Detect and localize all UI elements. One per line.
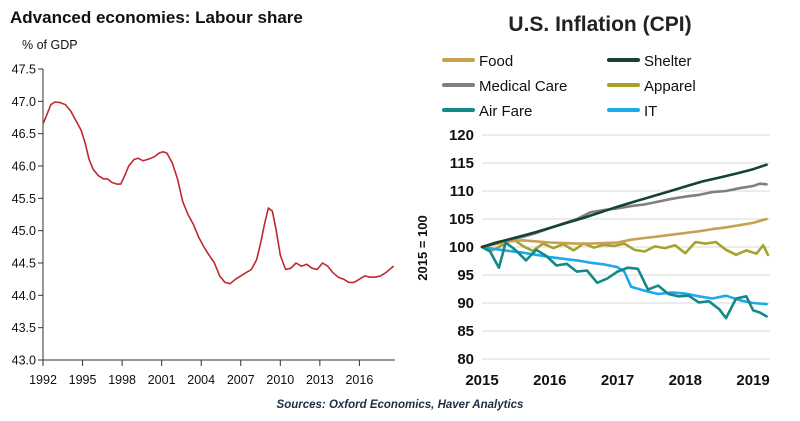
left-y-tick-label: 43.0: [12, 354, 36, 368]
right-x-tick-label: 2015: [465, 372, 498, 389]
right-series-line-medical-care: [480, 182, 768, 249]
right-chart-title: U.S. Inflation (CPI): [508, 13, 691, 36]
left-x-tick-label: 1995: [69, 373, 97, 387]
left-x-tick-label: 2013: [306, 373, 334, 387]
right-series-line-shelter: [480, 163, 768, 249]
right-series-line-air-fare: [480, 241, 768, 320]
right-x-tick-label: 2016: [533, 372, 566, 389]
left-y-tick-label: 47.5: [12, 63, 36, 77]
right-chart: U.S. Inflation (CPI) Food Shelter Medical …: [415, 13, 770, 389]
right-y-tick-label: 110: [450, 183, 474, 200]
legend-label: Air Fare: [479, 103, 532, 120]
left-chart-ylabel: % of GDP: [22, 38, 78, 52]
legend-label: Shelter: [644, 53, 692, 70]
left-y-tick-label: 46.5: [12, 127, 36, 141]
right-series-line-apparel: [480, 237, 770, 257]
right-x-tick-label: 2017: [601, 372, 634, 389]
source-note: Sources: Oxford Economics, Haver Analyti…: [276, 399, 524, 411]
legend-label: Apparel: [644, 78, 696, 95]
left-series: [42, 101, 395, 285]
right-y-tick-label: 100: [449, 239, 474, 256]
left-x-tick-label: 2007: [227, 373, 255, 387]
right-chart-ylabel: 2015 = 100: [415, 215, 430, 280]
right-y-tick-label: 105: [449, 211, 474, 228]
left-x-tick-label: 2010: [266, 373, 294, 387]
right-series-line-food: [480, 217, 768, 249]
left-chart-title: Advanced economies: Labour share: [10, 8, 303, 27]
right-y-tick-label: 115: [450, 155, 474, 172]
left-x-tick-label: 2001: [148, 373, 176, 387]
left-series-line: [42, 101, 395, 285]
legend-label: IT: [644, 103, 657, 120]
left-y-tick-label: 43.5: [12, 321, 36, 335]
legend-label: Medical Care: [479, 78, 567, 95]
legend-label: Food: [479, 53, 513, 70]
right-y-tick-label: 80: [457, 351, 474, 368]
right-series-line-it: [480, 245, 768, 306]
right-x-tick-label: 2019: [736, 372, 769, 389]
left-y-ticks: 47.5 47.0 46.5 46.0 45.5 45.0 44.5 44.0 43.5 43.0: [12, 63, 44, 368]
left-x-tick-label: 2016: [345, 373, 373, 387]
right-x-tick-label: 2018: [669, 372, 702, 389]
right-y-tick-label: 90: [457, 295, 474, 312]
left-x-ticks: 1992 1995 1998 2001 2004 2007 2010 2013 2016: [29, 359, 395, 387]
right-y-tick-label: 95: [457, 267, 474, 284]
left-y-tick-label: 44.0: [12, 289, 36, 303]
left-x-tick-label: 2004: [187, 373, 215, 387]
left-x-tick-label: 1998: [108, 373, 136, 387]
left-y-tick-label: 46.0: [12, 160, 36, 174]
left-y-tick-label: 47.0: [12, 95, 36, 109]
right-legend: Food Shelter Medical Care Apparel Air Fare IT: [442, 53, 696, 120]
right-y-ticks: 120 115 110 105 100 95 90 85 80: [449, 127, 474, 368]
left-chart: Advanced economies: Labour share % of GD…: [10, 8, 395, 387]
right-x-ticks: 2015 2016 2017 2018 2019: [465, 372, 769, 389]
right-series: [480, 163, 770, 320]
left-y-tick-label: 44.5: [12, 257, 36, 271]
left-x-tick-label: 1992: [29, 373, 57, 387]
right-y-tick-label: 120: [449, 127, 474, 144]
right-y-tick-label: 85: [457, 323, 474, 340]
left-y-tick-label: 45.0: [12, 224, 36, 238]
left-y-tick-label: 45.5: [12, 192, 36, 206]
